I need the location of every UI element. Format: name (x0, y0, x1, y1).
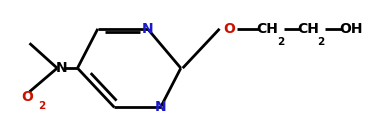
Text: O: O (22, 90, 34, 104)
Text: OH: OH (339, 22, 362, 36)
Text: N: N (155, 100, 166, 114)
Text: N: N (142, 22, 154, 36)
Text: 2: 2 (277, 37, 284, 47)
Text: O: O (223, 22, 235, 36)
Text: 2: 2 (317, 37, 325, 47)
Text: 2: 2 (38, 101, 45, 111)
Text: CH: CH (297, 22, 319, 36)
Text: CH: CH (256, 22, 279, 36)
Text: N: N (56, 61, 68, 75)
